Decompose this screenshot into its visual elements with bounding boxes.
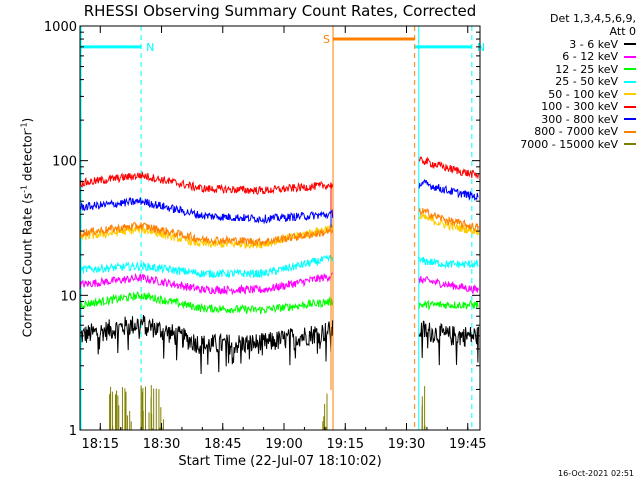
annotation-label: N xyxy=(146,41,154,54)
chart-title: RHESSI Observing Summary Count Rates, Co… xyxy=(83,2,477,20)
legend-swatch xyxy=(624,68,636,71)
legend-swatch xyxy=(624,143,636,146)
legend-swatch xyxy=(624,105,636,108)
series-line xyxy=(80,314,334,375)
legend-entry-label: 100 - 300 keV xyxy=(541,100,618,114)
y-tick-label: 1 xyxy=(69,424,77,439)
x-tick-label: 19:00 xyxy=(265,437,302,452)
legend-entry-label: 25 - 50 keV xyxy=(555,75,618,89)
series-line xyxy=(418,320,479,366)
legend-swatch xyxy=(624,55,636,58)
legend-swatch xyxy=(624,130,636,133)
series-line xyxy=(418,299,479,311)
legend-rows: 3 - 6 keV 6 - 12 keV 12 - 25 keV 25 - 50 ke… xyxy=(478,38,636,151)
x-axis-label: Start Time (22-Jul-07 18:10:02) xyxy=(178,454,382,469)
plot-frame xyxy=(79,25,481,431)
x-tick-label: 19:30 xyxy=(388,437,425,452)
axes-layer: 18:15 18:30 18:45 19:00 19:15 19:30 19:45 1 10 10… xyxy=(44,20,487,452)
legend-swatch xyxy=(624,118,636,121)
legend-swatch xyxy=(624,43,636,46)
legend-entry-label: 3 - 6 keV xyxy=(569,37,618,51)
series-line xyxy=(79,171,334,195)
series-line xyxy=(418,178,479,201)
legend-swatch xyxy=(624,80,636,83)
legend-entry: 300 - 800 keV xyxy=(478,113,636,126)
legend-entry: 100 - 300 keV xyxy=(478,100,636,114)
legend-swatch xyxy=(624,93,636,96)
y-tick-label: 10 xyxy=(60,289,77,304)
series-line xyxy=(79,272,333,296)
legend-entry-label: 7000 - 15000 keV xyxy=(520,137,618,151)
x-tick-label: 19:45 xyxy=(449,437,486,452)
series-line xyxy=(79,254,334,279)
legend-entry: 7000 - 15000 keV xyxy=(478,138,636,151)
legend: Det 1,3,4,5,6,9, Att 0 3 - 6 keV 6 - 12 k… xyxy=(478,12,636,151)
legend-detectors-line1: Det 1,3,4,5,6,9, xyxy=(549,12,636,25)
y-axis-label: Corrected Count Rate (s-1 detector-1) xyxy=(19,117,35,338)
legend-entry: 50 - 100 keV xyxy=(478,88,636,101)
legend-entry-label: 300 - 800 keV xyxy=(541,112,618,126)
y-tick-label: 100 xyxy=(52,155,77,170)
plot-data-layer: N NS xyxy=(79,26,485,430)
legend-entry-label: 50 - 100 keV xyxy=(548,87,618,101)
legend-detectors-line2: Att 0 xyxy=(609,25,636,38)
legend-entry: 800 - 7000 keV xyxy=(478,125,636,139)
x-tick-label: 19:15 xyxy=(327,437,364,452)
x-tick-label: 18:30 xyxy=(143,437,180,452)
generation-timestamp: 16-Oct-2021 02:51 xyxy=(558,469,634,478)
x-tick-label: 18:45 xyxy=(204,437,241,452)
series-line xyxy=(418,257,479,270)
series-line xyxy=(418,213,479,237)
x-tick-label: 18:15 xyxy=(82,437,119,452)
series-line xyxy=(79,196,334,225)
series-line xyxy=(79,221,334,247)
series-line xyxy=(418,156,479,180)
legend-entry-label: 12 - 25 keV xyxy=(555,62,618,76)
annotation-label: S xyxy=(323,33,330,46)
series-line xyxy=(418,275,479,295)
y-tick-label: 1000 xyxy=(44,20,77,35)
legend-entry: 25 - 50 keV xyxy=(478,75,636,89)
legend-entry: 3 - 6 keV xyxy=(478,38,636,51)
legend-entry-label: 6 - 12 keV xyxy=(562,50,618,64)
legend-entry: 12 - 25 keV xyxy=(478,63,636,76)
annotation-label: N xyxy=(477,41,485,54)
series-line xyxy=(80,291,334,315)
series-line xyxy=(418,207,479,232)
legend-entry-label: 800 - 7000 keV xyxy=(534,125,618,139)
legend-entry: 6 - 12 keV xyxy=(478,50,636,64)
